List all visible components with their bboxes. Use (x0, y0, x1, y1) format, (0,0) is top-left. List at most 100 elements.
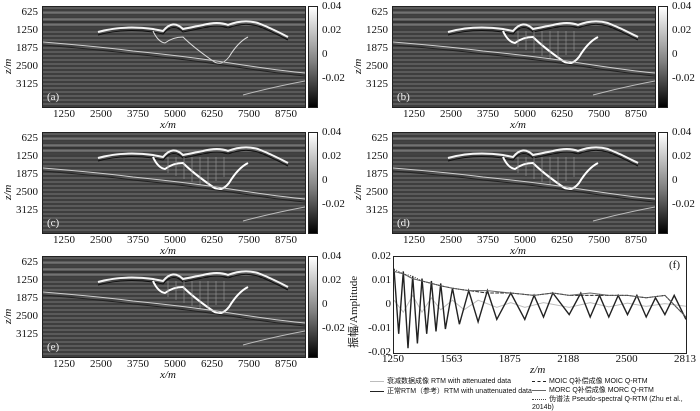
y-tick-label: 3125 (16, 204, 38, 216)
y-tick-label: 1875 (366, 42, 388, 54)
x-tick-label: 5000 (164, 108, 186, 120)
x-tick-label: 7500 (588, 234, 610, 246)
y-tick-label: 2500 (366, 60, 388, 72)
colorbar-tick-label: 0.02 (322, 150, 342, 162)
trace-x-tick-label: 1875 (498, 353, 521, 365)
x-tick-label: 2500 (90, 108, 112, 120)
x-axis-label: x/m (160, 369, 176, 381)
legend-label: 伪谱法 Pseudo-spectral Q-RTM (Zhu et al., 2… (532, 396, 683, 411)
trace-y-tick-label: -0.01 (368, 322, 391, 334)
trace-x-tick-label: 1563 (440, 353, 463, 365)
panel-image: (a) (42, 6, 306, 108)
x-tick-label: 1250 (53, 108, 75, 120)
seismic-image (43, 133, 305, 233)
legend-label: 正常RTM（参考）RTM with unattenuated data (387, 388, 532, 395)
y-tick-label: 2500 (16, 60, 38, 72)
x-tick-label: 2500 (440, 108, 462, 120)
trace-y-tick-label: 0.02 (371, 250, 391, 262)
panel-label: (e) (47, 341, 60, 353)
seismic-image (43, 257, 305, 357)
x-tick-label: 5000 (514, 234, 536, 246)
trace-series-line (393, 268, 687, 318)
y-tick-label: 3125 (16, 78, 38, 90)
colorbar-tick-label: 0.02 (672, 24, 692, 36)
image-panel: (b) z/m 625 1250 1875 2500 3125 1250 2500 3750 500… (350, 0, 700, 131)
seismic-image (393, 7, 655, 107)
x-tick-label: 5000 (164, 358, 186, 370)
image-panel: (a) z/m 625 1250 1875 2500 3125 1250 2500 3750 500… (0, 0, 350, 131)
y-tick-label: 1875 (366, 168, 388, 180)
colorbar-tick-label: 0.04 (322, 126, 342, 138)
x-tick-label: 2500 (440, 234, 462, 246)
legend-label: MOIC Q补偿成像 MOIC Q-RTM (549, 378, 648, 385)
x-tick-label: 6250 (551, 108, 573, 120)
colorbar-tick-label: 0.04 (672, 0, 692, 12)
trace-svg (393, 268, 687, 349)
colorbar-tick-label: 0 (672, 48, 678, 60)
x-tick-label: 8750 (625, 234, 647, 246)
y-tick-label: 1875 (16, 168, 38, 180)
y-tick-label: 625 (371, 6, 389, 18)
x-tick-label: 7500 (238, 358, 260, 370)
y-tick-label: 2500 (16, 186, 38, 198)
colorbar (308, 132, 318, 234)
legend-item-reference: 正常RTM（参考）RTM with unattenuated data (370, 386, 532, 396)
legend-label: MORC Q补偿成像 MORC Q-RTM (549, 387, 654, 394)
trace-y-tick-label: 0.01 (371, 274, 391, 286)
y-tick-label: 3125 (366, 204, 388, 216)
y-tick-label: 1250 (16, 24, 38, 36)
colorbar-tick-label: -0.02 (672, 72, 695, 84)
colorbar-tick-label: 0 (672, 174, 678, 186)
colorbar-tick-label: 0.02 (672, 150, 692, 162)
trace-x-tick-label: 1250 (382, 353, 404, 365)
x-tick-label: 8750 (275, 234, 297, 246)
colorbar-tick-label: 0 (322, 298, 328, 310)
x-tick-label: 5000 (164, 234, 186, 246)
x-tick-label: 6250 (201, 108, 223, 120)
x-axis-label: x/m (510, 119, 526, 131)
legend-swatch (532, 389, 546, 391)
y-tick-label: 1250 (366, 24, 388, 36)
y-tick-label: 625 (21, 256, 39, 268)
y-tick-label: 625 (21, 6, 39, 18)
y-tick-label: 3125 (366, 78, 388, 90)
x-tick-label: 2500 (90, 234, 112, 246)
y-tick-label: 2500 (16, 310, 38, 322)
trace-xlabel: z/m (530, 364, 546, 376)
x-axis-label: x/m (160, 245, 176, 257)
legend-item-attenuated: 衰减数据成像 RTM with attenuated data (370, 376, 511, 386)
trace-y-tick-label: -0.02 (368, 346, 391, 358)
y-tick-label: 1250 (16, 274, 38, 286)
y-tick-label: 1875 (16, 292, 38, 304)
x-tick-label: 8750 (625, 108, 647, 120)
legend-swatch (532, 398, 546, 400)
seismic-image (393, 133, 655, 233)
x-tick-label: 1250 (53, 358, 75, 370)
panel-image: (b) (392, 6, 656, 108)
y-tick-label: 1250 (16, 150, 38, 162)
x-tick-label: 5000 (514, 108, 536, 120)
x-tick-label: 1250 (403, 108, 425, 120)
x-tick-label: 3750 (127, 358, 149, 370)
legend-item-pseudo: 伪谱法 Pseudo-spectral Q-RTM (Zhu et al., 2… (532, 394, 700, 411)
trace-x-tick-label: 2500 (615, 353, 638, 365)
y-tick-label: 625 (21, 132, 39, 144)
x-tick-label: 3750 (477, 108, 499, 120)
x-tick-label: 1250 (53, 234, 75, 246)
image-panel: (e) z/m 625 1250 1875 2500 3125 1250 2500 3750 500… (0, 250, 350, 381)
image-panel: (d) z/m 625 1250 1875 2500 3125 1250 2500 3750 500… (350, 126, 700, 257)
panel-label: (a) (47, 91, 60, 103)
colorbar-tick-label: -0.02 (322, 72, 345, 84)
colorbar-tick-label: 0.04 (322, 250, 342, 262)
x-tick-label: 7500 (588, 108, 610, 120)
y-tick-label: 2500 (366, 186, 388, 198)
x-tick-label: 3750 (127, 234, 149, 246)
y-tick-label: 1875 (16, 42, 38, 54)
x-tick-label: 3750 (477, 234, 499, 246)
x-tick-label: 7500 (238, 108, 260, 120)
x-tick-label: 6250 (551, 234, 573, 246)
colorbar-tick-label: 0.02 (322, 274, 342, 286)
legend: 衰减数据成像 RTM with attenuated data 正常RTM（参考… (370, 376, 700, 411)
legend-swatch (370, 380, 384, 382)
panel-label: (c) (47, 217, 60, 229)
